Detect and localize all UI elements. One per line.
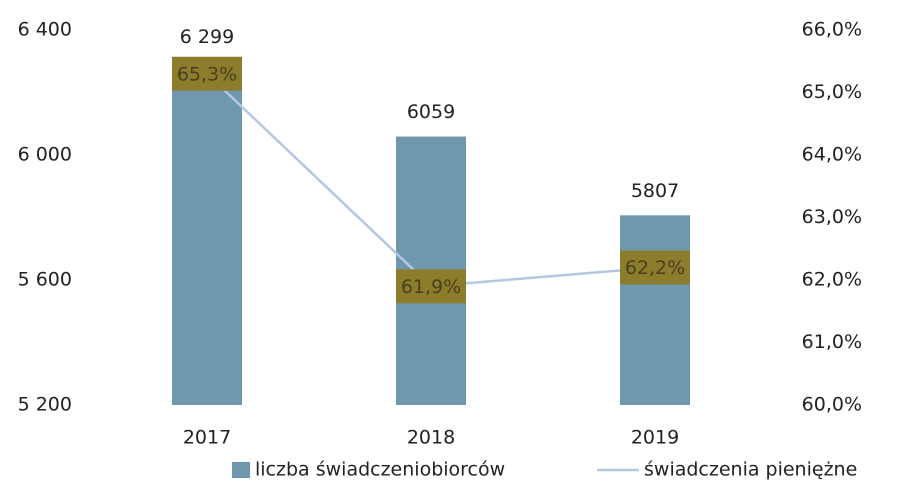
line-label-box [172, 56, 242, 91]
x-tick-label: 2017 [183, 427, 231, 449]
y-tick-label: 5 600 [18, 269, 72, 291]
y-tick-label: 6 000 [18, 144, 72, 166]
line-value-label: 62,2% [625, 257, 685, 279]
y2-tick-label: 64,0% [802, 144, 862, 166]
legend-label: świadczenia pieniężne [644, 459, 857, 481]
bar-value-label: 6059 [407, 101, 455, 123]
y-tick-label: 6 400 [18, 19, 72, 41]
legend-swatch [232, 462, 250, 478]
line-value-label: 65,3% [177, 63, 237, 85]
legend-label: liczba świadczeniobiorców [255, 459, 505, 481]
y2-tick-label: 60,0% [802, 394, 862, 416]
y2-tick-label: 61,0% [802, 331, 862, 353]
y-tick-label: 5 200 [18, 394, 72, 416]
y2-tick-label: 63,0% [802, 206, 862, 228]
bar [620, 215, 690, 405]
line-value-label: 61,9% [401, 276, 461, 298]
y2-tick-label: 62,0% [802, 269, 862, 291]
bar [172, 61, 242, 405]
line-label-box [396, 269, 466, 304]
bar-value-label: 5807 [631, 180, 679, 202]
x-tick-label: 2018 [407, 427, 455, 449]
y2-tick-label: 66,0% [802, 19, 862, 41]
bar-value-label: 6 299 [180, 26, 234, 48]
y2-tick-label: 65,0% [802, 81, 862, 103]
line-label-box [620, 250, 690, 285]
x-tick-label: 2019 [631, 427, 679, 449]
